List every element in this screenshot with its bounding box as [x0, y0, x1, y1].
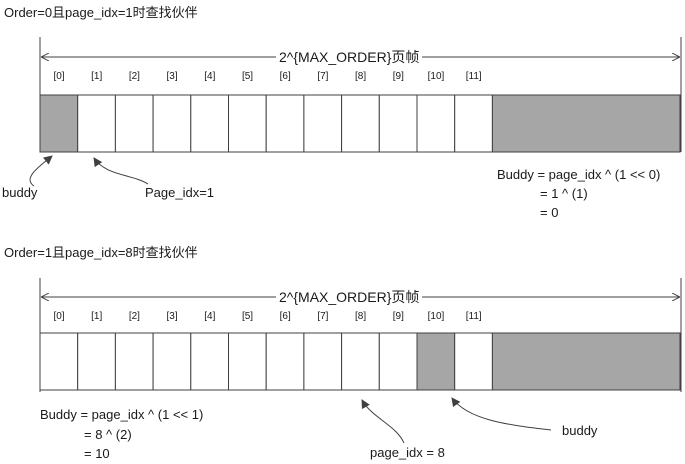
section1-buddy-arrow — [29, 155, 53, 187]
remaining-pages-block — [491, 332, 681, 391]
page-cell-7 — [303, 332, 343, 391]
page-index-label-6: [6] — [279, 311, 291, 322]
page-index-label-3: [3] — [166, 71, 178, 82]
section2-formula-line1: Buddy = page_idx ^ (1 << 1) — [40, 407, 204, 422]
page-cell-5 — [228, 94, 267, 153]
page-index-label-2: [2] — [128, 71, 140, 82]
remaining-pages-block — [491, 94, 681, 153]
section2-page-label: page_idx = 8 — [370, 445, 445, 460]
page-index-label-10: [10] — [427, 71, 445, 82]
page-cell-7 — [303, 94, 343, 153]
page-index-label-7: [7] — [317, 311, 329, 322]
page-index-label-10: [10] — [427, 311, 445, 322]
section2-cells — [39, 332, 681, 391]
page-index-label-5: [5] — [241, 311, 254, 322]
section2-buddy-label: buddy — [562, 423, 598, 438]
section2-buddy-arrow — [451, 397, 552, 431]
page-index-label-1: [1] — [91, 311, 103, 322]
page-index-label-11: [11] — [465, 71, 482, 82]
page-index-label-11: [11] — [465, 311, 482, 322]
page-cell-9 — [378, 332, 418, 391]
page-cell-8 — [341, 94, 380, 153]
section1-formula-line3: = 0 — [540, 205, 559, 220]
section1-title: Order=0且page_idx=1时查找伙伴 — [4, 5, 198, 20]
page-index-label-3: [3] — [166, 311, 178, 322]
page-cell-11 — [454, 332, 493, 391]
page-index-label-4: [4] — [204, 71, 216, 82]
page-cell-9 — [378, 94, 418, 153]
page-cell-8 — [341, 332, 380, 391]
page-cell-3 — [152, 94, 192, 153]
page-index-label-2: [2] — [128, 311, 140, 322]
section1-page-label: Page_idx=1 — [145, 185, 215, 200]
section2-formula-line2: = 8 ^ (2) — [84, 427, 132, 442]
section1-page-arrow — [93, 157, 149, 185]
page-cell-10 — [416, 332, 456, 391]
page-index-label-6: [6] — [279, 71, 291, 82]
page-cell-0 — [39, 332, 79, 391]
page-cell-5 — [228, 332, 267, 391]
page-index-label-9: [9] — [392, 311, 404, 322]
page-cell-0 — [39, 94, 79, 153]
page-index-label-0: [0] — [53, 71, 65, 82]
section1-formula-line2: = 1 ^ (1) — [540, 186, 588, 201]
section2-title: Order=1且page_idx=8时查找伙伴 — [4, 245, 198, 260]
page-index-label-8: [8] — [355, 311, 367, 322]
page-index-label-7: [7] — [317, 71, 329, 82]
page-cell-4 — [190, 332, 230, 391]
section1-formula-line1: Buddy = page_idx ^ (1 << 0) — [497, 167, 661, 182]
section2-page-arrow — [361, 399, 405, 444]
page-index-label-8: [8] — [355, 71, 367, 82]
section1-buddy-label: buddy — [2, 185, 38, 200]
page-cell-2 — [114, 94, 154, 153]
page-cell-2 — [114, 332, 154, 391]
section2-span-label: 2^{MAX_ORDER}页帧 — [276, 289, 423, 305]
section2-formula-line3: = 10 — [84, 446, 110, 461]
page-cell-1 — [77, 94, 116, 153]
page-cell-10 — [416, 94, 456, 153]
page-cell-4 — [190, 94, 230, 153]
page-index-label-9: [9] — [392, 71, 404, 82]
page-cell-6 — [265, 94, 305, 153]
page-index-label-0: [0] — [53, 311, 65, 322]
page-index-label-1: [1] — [91, 71, 103, 82]
page-index-label-5: [5] — [241, 71, 254, 82]
page-index-label-4: [4] — [204, 311, 216, 322]
page-cell-3 — [152, 332, 192, 391]
section1-cells — [39, 94, 681, 153]
page-cell-11 — [454, 94, 493, 153]
section1-span-label: 2^{MAX_ORDER}页帧 — [276, 49, 423, 65]
page-cell-6 — [265, 332, 305, 391]
page-cell-1 — [77, 332, 116, 391]
